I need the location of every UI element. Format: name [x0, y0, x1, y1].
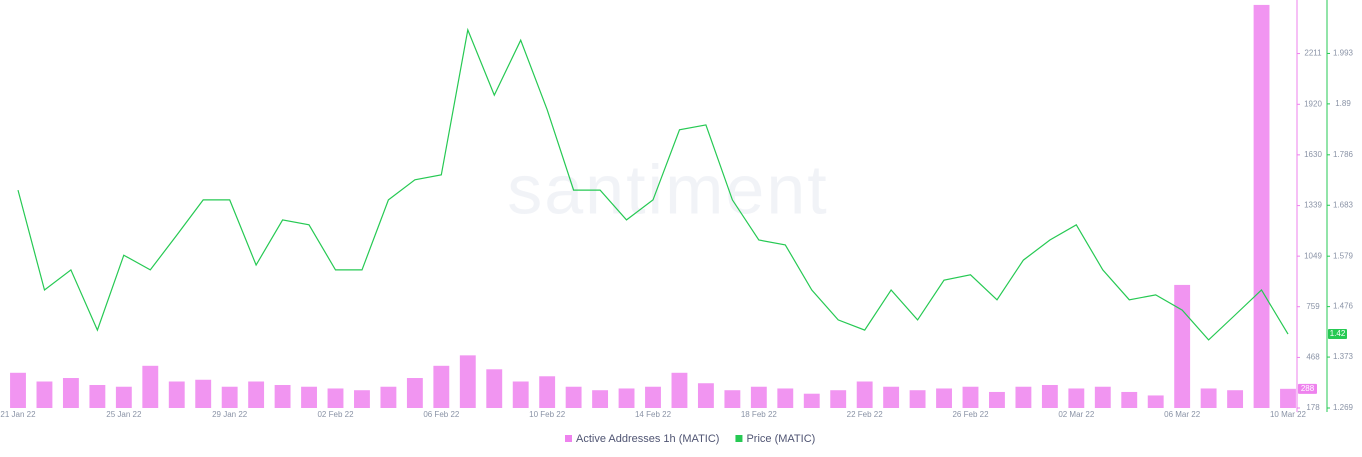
bar [301, 386, 317, 408]
bar [803, 393, 820, 408]
x-tick-label: 14 Feb 22 [635, 410, 672, 419]
bar [486, 369, 503, 408]
bar [512, 381, 529, 408]
bar [115, 386, 132, 408]
bar [750, 386, 767, 408]
bar [1253, 4, 1270, 408]
bar [1094, 386, 1111, 408]
y-tick-label: 1339 [1304, 201, 1322, 210]
bar [221, 386, 238, 408]
x-tick-label: 26 Feb 22 [952, 410, 989, 419]
bar [62, 378, 79, 408]
legend-swatch [565, 435, 572, 442]
y-tick-label: 1049 [1304, 251, 1322, 260]
last-value-badge [1328, 329, 1347, 340]
y2-tick-label: 1.373 [1333, 352, 1354, 361]
x-tick-label: 21 Jan 22 [0, 410, 36, 419]
bar [1280, 388, 1296, 408]
y-tick-label: 1630 [1304, 150, 1322, 159]
y-tick-label: 759 [1306, 302, 1320, 311]
bar [433, 365, 450, 408]
bar [89, 384, 106, 408]
bar [1227, 390, 1244, 408]
bar [777, 388, 794, 408]
bar [856, 381, 873, 408]
bar [645, 386, 661, 408]
bar [962, 386, 979, 408]
bar [539, 376, 556, 408]
x-tick-label: 02 Mar 22 [1058, 410, 1095, 419]
bar [592, 390, 609, 408]
x-tick-label: 22 Feb 22 [847, 410, 884, 419]
x-tick-label: 02 Feb 22 [317, 410, 354, 419]
bar [1121, 391, 1138, 408]
bar [36, 381, 53, 408]
x-tick-label: 18 Feb 22 [741, 410, 778, 419]
y2-tick-label: 1.476 [1333, 302, 1354, 311]
bar [168, 381, 185, 408]
bar [909, 390, 926, 408]
bar [565, 386, 582, 408]
bar [327, 388, 344, 408]
y2-tick-label: 1.269 [1333, 403, 1354, 412]
bar [618, 388, 635, 408]
bar [1068, 388, 1085, 408]
last-value-badge [1298, 383, 1317, 394]
x-tick-label: 25 Jan 22 [106, 410, 142, 419]
bar [830, 390, 847, 408]
bar [724, 390, 741, 408]
bar [406, 378, 423, 408]
last-value-label: 288 [1301, 384, 1315, 393]
legend: Active Addresses 1h (MATIC) Price (MATIC) [565, 433, 815, 445]
legend-label: Price (MATIC) [746, 433, 815, 445]
bar [1147, 395, 1164, 408]
bar [1015, 386, 1032, 408]
legend-swatch [735, 435, 743, 442]
x-tick-label: 10 Feb 22 [529, 410, 566, 419]
bar [1041, 384, 1058, 408]
watermark: santiment [507, 150, 828, 228]
bar [1200, 388, 1217, 408]
bar [936, 388, 952, 408]
y-tick-label: 178 [1306, 403, 1320, 412]
bar [989, 391, 1005, 408]
y-tick-label: 2211 [1304, 49, 1322, 58]
bar [142, 365, 159, 408]
bar [380, 386, 397, 408]
y2-tick-label: 1.579 [1333, 251, 1354, 260]
bar [274, 384, 291, 408]
bar [1174, 284, 1191, 408]
bar [354, 390, 370, 408]
bar [195, 379, 212, 408]
bar [10, 372, 26, 408]
bar [459, 355, 476, 408]
x-tick-label: 29 Jan 22 [212, 410, 248, 419]
y2-tick-label: 1.786 [1333, 150, 1354, 159]
x-tick-label: 06 Feb 22 [423, 410, 460, 419]
legend-label: Active Addresses 1h (MATIC) [576, 433, 719, 445]
x-tick-label: 06 Mar 22 [1164, 410, 1201, 419]
y2-tick-label: 1.683 [1333, 200, 1354, 209]
x-tick-label: 10 Mar 22 [1270, 410, 1307, 419]
bar [248, 381, 265, 408]
bar [883, 386, 900, 408]
y-tick-label: 1920 [1304, 99, 1322, 108]
y2-tick-label: 1.993 [1333, 49, 1354, 58]
bar [671, 372, 688, 408]
y2-tick-label: 1.89 [1335, 99, 1351, 108]
last-value-label: 1.42 [1330, 329, 1346, 338]
price-line [17, 27, 1289, 341]
y-tick-label: 468 [1306, 353, 1320, 362]
bar [697, 383, 714, 408]
